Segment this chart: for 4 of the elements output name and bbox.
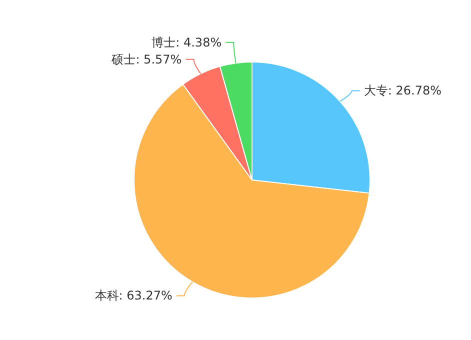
slice-label: 大专: 26.78% [364,84,442,98]
slice-label: 博士: 4.38% [152,35,222,50]
slice-label: 本科: 63.27% [94,288,172,303]
slice-label: 硕士: 5.57% [110,52,182,66]
